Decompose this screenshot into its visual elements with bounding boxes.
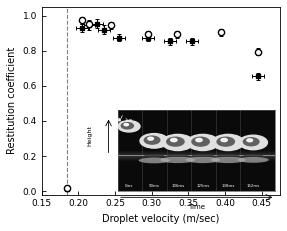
X-axis label: Droplet velocity (m/sec): Droplet velocity (m/sec) xyxy=(102,214,220,224)
Y-axis label: Restitution coefficient: Restitution coefficient xyxy=(7,47,17,154)
